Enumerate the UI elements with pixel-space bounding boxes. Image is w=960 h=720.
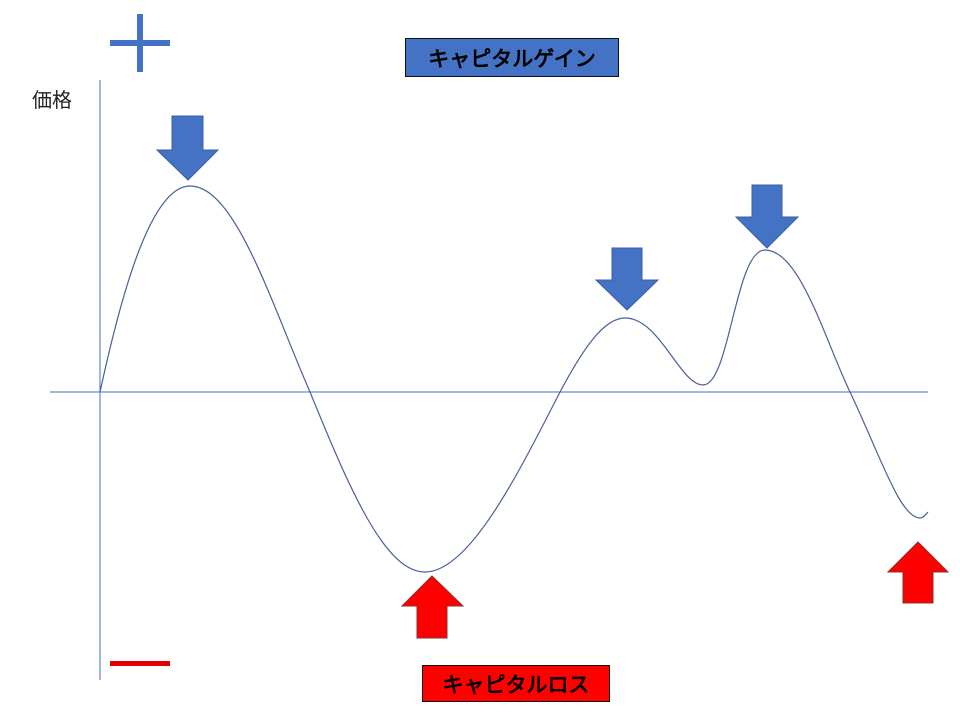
up-arrow-icon (886, 541, 950, 604)
minus-icon (110, 661, 170, 666)
y-axis-label: 価格 (32, 88, 72, 112)
down-arrow-icon (155, 115, 220, 181)
plus-icon (110, 14, 170, 72)
down-arrow-icon (594, 247, 660, 311)
down-arrow-icon (734, 184, 800, 249)
capital-loss-label: キャピタルロス (422, 665, 610, 702)
up-arrow-icon (400, 575, 465, 639)
capital-gain-label: キャピタルゲイン (405, 38, 619, 77)
price-curve (99, 185, 929, 573)
